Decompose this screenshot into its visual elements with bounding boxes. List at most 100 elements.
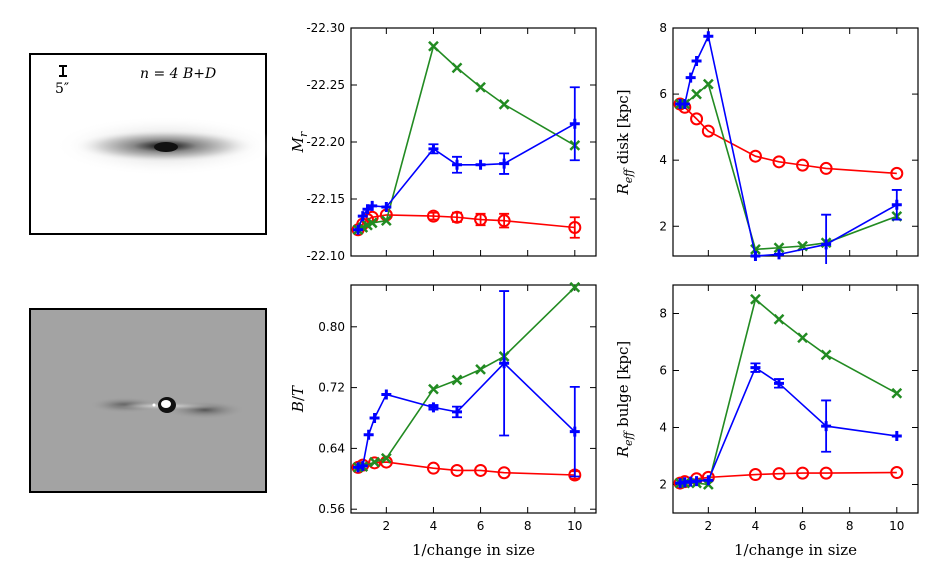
series-blue: [675, 362, 902, 489]
x-tick-label: 8: [846, 519, 854, 533]
data-point: [821, 239, 832, 250]
data-point: [366, 217, 378, 229]
data-point: [685, 72, 696, 83]
y-tick-label: 0.80: [318, 320, 345, 334]
series-blue: [353, 290, 580, 478]
scale-label: 5″: [55, 81, 69, 97]
x-tick-label: 2: [705, 519, 713, 533]
data-point: [690, 112, 704, 126]
data-point: [357, 460, 368, 471]
data-point: [428, 402, 439, 413]
y-tick-label: -22.10: [306, 249, 345, 263]
chart-disk-radius: 2 4 6 8 Reff disk [kpc]: [614, 21, 919, 264]
data-point: [428, 40, 439, 52]
x-axis-label: 1/change in size: [734, 541, 857, 559]
y-tick-label: -22.20: [306, 135, 345, 149]
data-point: [703, 475, 714, 486]
data-point: [772, 467, 786, 481]
y-tick-label: 8: [659, 307, 667, 321]
data-point: [819, 466, 833, 480]
data-point: [428, 383, 439, 395]
data-point: [474, 213, 488, 227]
data-point: [890, 466, 904, 480]
data-point: [891, 431, 902, 442]
data-point: [380, 215, 392, 227]
data-point: [381, 389, 392, 400]
x-tick-label: 6: [799, 519, 807, 533]
data-point: [797, 332, 808, 344]
residual-image-panel: [29, 308, 267, 493]
data-point: [475, 81, 486, 93]
y-tick-label: 6: [659, 364, 667, 378]
galaxy-image-panel: 5″ n = 4 B+D: [29, 53, 277, 235]
plot-frame: [350, 284, 597, 514]
series-red: [351, 208, 582, 239]
y-tick-label: 4: [659, 153, 667, 167]
plot-frame: [672, 284, 919, 514]
series-blue: [675, 31, 902, 264]
chart-magnitude: -22.30 -22.25 -22.20 -22.15 -22.10 Mr: [289, 21, 597, 263]
data-point: [475, 159, 486, 170]
data-point: [369, 456, 380, 468]
data-point: [796, 158, 810, 172]
y-tick-label: 0.64: [318, 441, 345, 455]
data-point: [774, 378, 785, 389]
series-green: [352, 281, 581, 473]
series-blue: [353, 86, 580, 235]
data-point: [426, 209, 440, 223]
data-point: [451, 62, 463, 74]
y-tick-label: -22.25: [306, 78, 345, 92]
data-point: [353, 224, 364, 235]
data-point: [475, 363, 486, 375]
y-axis-label: Mr: [289, 131, 310, 153]
y-axis-label: B/T: [289, 385, 307, 413]
data-point: [691, 88, 702, 100]
data-point: [750, 293, 761, 305]
x-tick-label: 8: [524, 519, 532, 533]
series-green: [674, 78, 903, 255]
data-point: [702, 78, 714, 90]
series-line-blue: [680, 33, 898, 257]
y-tick-label: 6: [659, 87, 667, 101]
x-tick-label: 4: [752, 519, 760, 533]
data-point: [821, 421, 832, 432]
chart-bulge-radius: 2 4 6 8 10 2 4 6 8 Reff bulge [kpc] 1/change in si…: [614, 284, 919, 559]
data-point: [498, 98, 510, 110]
x-tick-label: 10: [889, 519, 904, 533]
series-red: [673, 97, 904, 180]
data-point: [497, 466, 511, 480]
data-point: [452, 159, 463, 170]
plot-frame: [672, 27, 919, 257]
data-point: [367, 200, 378, 211]
data-point: [750, 244, 761, 255]
data-point: [569, 118, 580, 129]
data-point: [772, 155, 786, 169]
data-point: [568, 221, 582, 234]
y-tick-label: 2: [659, 478, 667, 492]
data-point: [748, 468, 762, 482]
data-point: [499, 158, 510, 169]
chart-bulge-to-total: 2 4 6 8 10 0.56 0.64 0.72 0.80 B/T 1/change in siz…: [289, 281, 597, 559]
y-tick-label: 8: [659, 21, 667, 35]
data-point: [890, 166, 904, 180]
data-point: [357, 211, 368, 222]
data-point: [773, 242, 785, 254]
data-point: [773, 313, 785, 325]
data-point: [701, 124, 715, 138]
data-point: [369, 413, 380, 423]
data-point: [363, 429, 374, 440]
data-point: [569, 281, 581, 293]
data-point: [426, 461, 440, 475]
data-point: [891, 199, 902, 210]
y-tick-label: -22.15: [306, 192, 345, 206]
y-axis-label: Reff bulge [kpc]: [614, 341, 635, 458]
model-label: n = 4 B+D: [140, 66, 216, 82]
data-point: [499, 358, 510, 369]
data-point: [450, 210, 464, 224]
x-tick-label: 10: [567, 519, 582, 533]
x-axis-label: 1/change in size: [412, 541, 535, 559]
series-line-green: [680, 82, 898, 251]
x-tick-label: 2: [383, 519, 391, 533]
data-point: [820, 349, 832, 361]
